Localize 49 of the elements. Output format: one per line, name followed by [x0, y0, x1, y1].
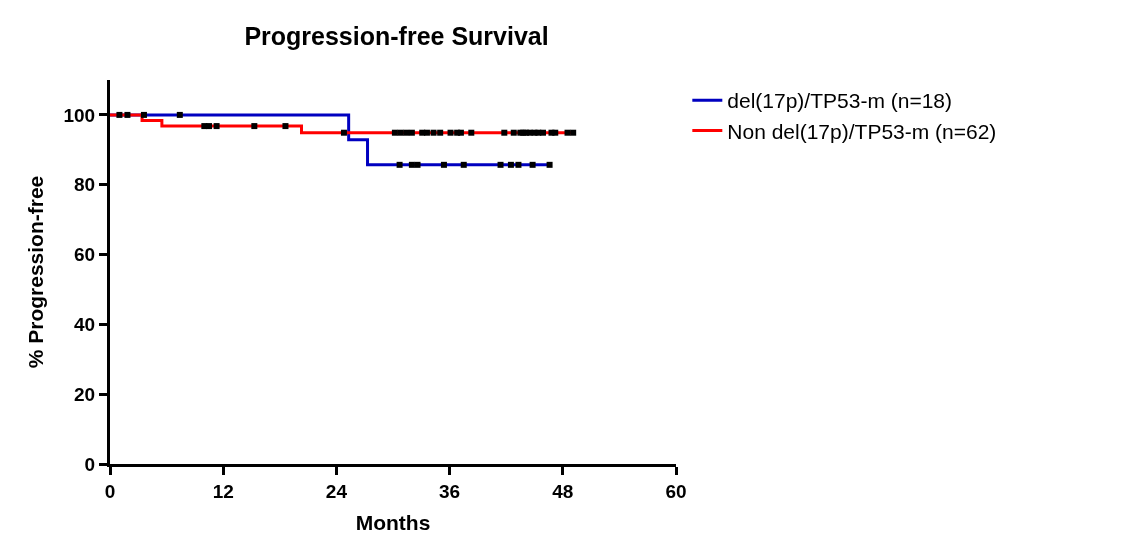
point	[403, 129, 410, 136]
point	[213, 123, 220, 130]
chart-title: Progression-free Survival	[244, 21, 549, 50]
point	[529, 161, 536, 168]
point	[468, 129, 475, 136]
legend-label: del(17p)/TP53-m (n=18)	[727, 89, 953, 113]
point	[391, 129, 398, 136]
point	[570, 129, 577, 136]
y-tick-label: 0	[84, 453, 96, 475]
point	[430, 129, 437, 136]
x-tick-label: 36	[439, 480, 461, 502]
point	[497, 161, 504, 168]
point	[251, 123, 258, 130]
point	[206, 123, 213, 130]
x-tick-label: 12	[212, 480, 234, 502]
x-tick-label: 48	[552, 480, 574, 502]
x-axis-title: Months	[355, 511, 431, 534]
point	[423, 129, 430, 136]
point	[546, 161, 553, 168]
point	[515, 161, 522, 168]
point	[282, 123, 289, 130]
point	[176, 111, 183, 118]
y-tick-label: 20	[74, 383, 96, 405]
point	[437, 129, 444, 136]
y-tick-label: 40	[74, 314, 96, 336]
x-tick-label: 60	[665, 480, 687, 502]
point	[552, 129, 559, 136]
point	[414, 161, 421, 168]
y-tick-label: 80	[74, 174, 96, 196]
y-tick-label: 100	[63, 104, 96, 126]
point	[539, 129, 546, 136]
point	[124, 111, 131, 118]
point	[447, 129, 454, 136]
point	[116, 111, 123, 118]
y-axis-title: % Progression-free	[23, 175, 47, 369]
point	[396, 161, 403, 168]
point	[408, 129, 415, 136]
point	[510, 129, 517, 136]
x-tick-label: 24	[325, 480, 348, 502]
legend-label: Non del(17p)/TP53-m (n=62)	[727, 119, 997, 143]
point	[140, 111, 147, 118]
x-tick-label: 0	[104, 480, 116, 502]
point	[460, 161, 467, 168]
point	[440, 161, 447, 168]
point	[408, 161, 415, 168]
point	[507, 161, 514, 168]
point	[501, 129, 508, 136]
point	[340, 129, 347, 136]
y-tick-label: 60	[74, 244, 96, 266]
